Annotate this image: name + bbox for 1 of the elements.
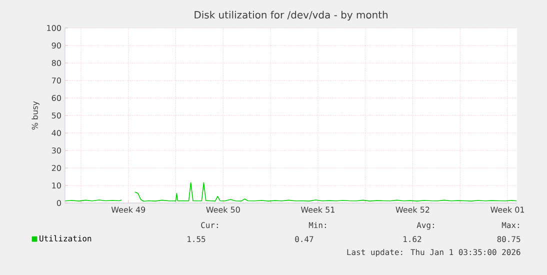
chart-title: Disk utilization for /dev/vda - by month (194, 10, 388, 21)
